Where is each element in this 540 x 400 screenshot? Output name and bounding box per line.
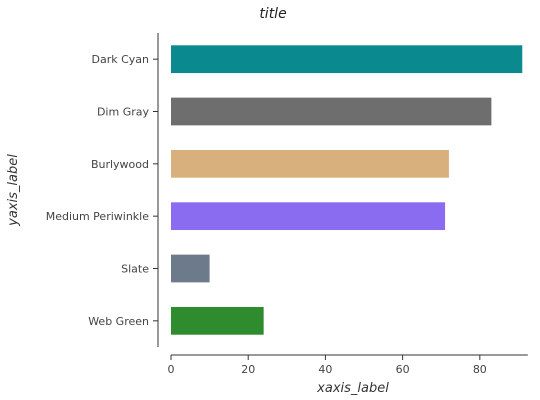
y-tick-label: Medium Periwinkle	[46, 210, 150, 223]
x-tick-label: 20	[241, 363, 255, 376]
y-tick-label: Dark Cyan	[91, 53, 149, 66]
x-tick-label: 60	[396, 363, 410, 376]
x-tick-label: 40	[318, 363, 332, 376]
bar-dark-cyan	[171, 45, 523, 74]
y-tick-label: Web Green	[88, 315, 149, 328]
plot-area: Web Green Slate Medium Periwinkle Burlywood…	[46, 33, 528, 376]
y-axis-label: yaxis_label	[6, 154, 21, 227]
y-tick-label: Slate	[121, 263, 149, 276]
bar-slate	[171, 254, 210, 283]
chart-title: title	[259, 6, 286, 22]
y-tick-label: Burlywood	[91, 158, 149, 171]
y-tick-label: Dim Gray	[97, 106, 150, 119]
x-axis-label: xaxis_label	[316, 381, 389, 396]
bar-dim-gray	[171, 97, 492, 126]
bar-burlywood	[171, 149, 449, 178]
x-tick-label: 0	[168, 363, 175, 376]
x-tick-label: 80	[473, 363, 487, 376]
bar-web-green	[171, 306, 264, 335]
bar-medium-periwinkle	[171, 202, 446, 231]
